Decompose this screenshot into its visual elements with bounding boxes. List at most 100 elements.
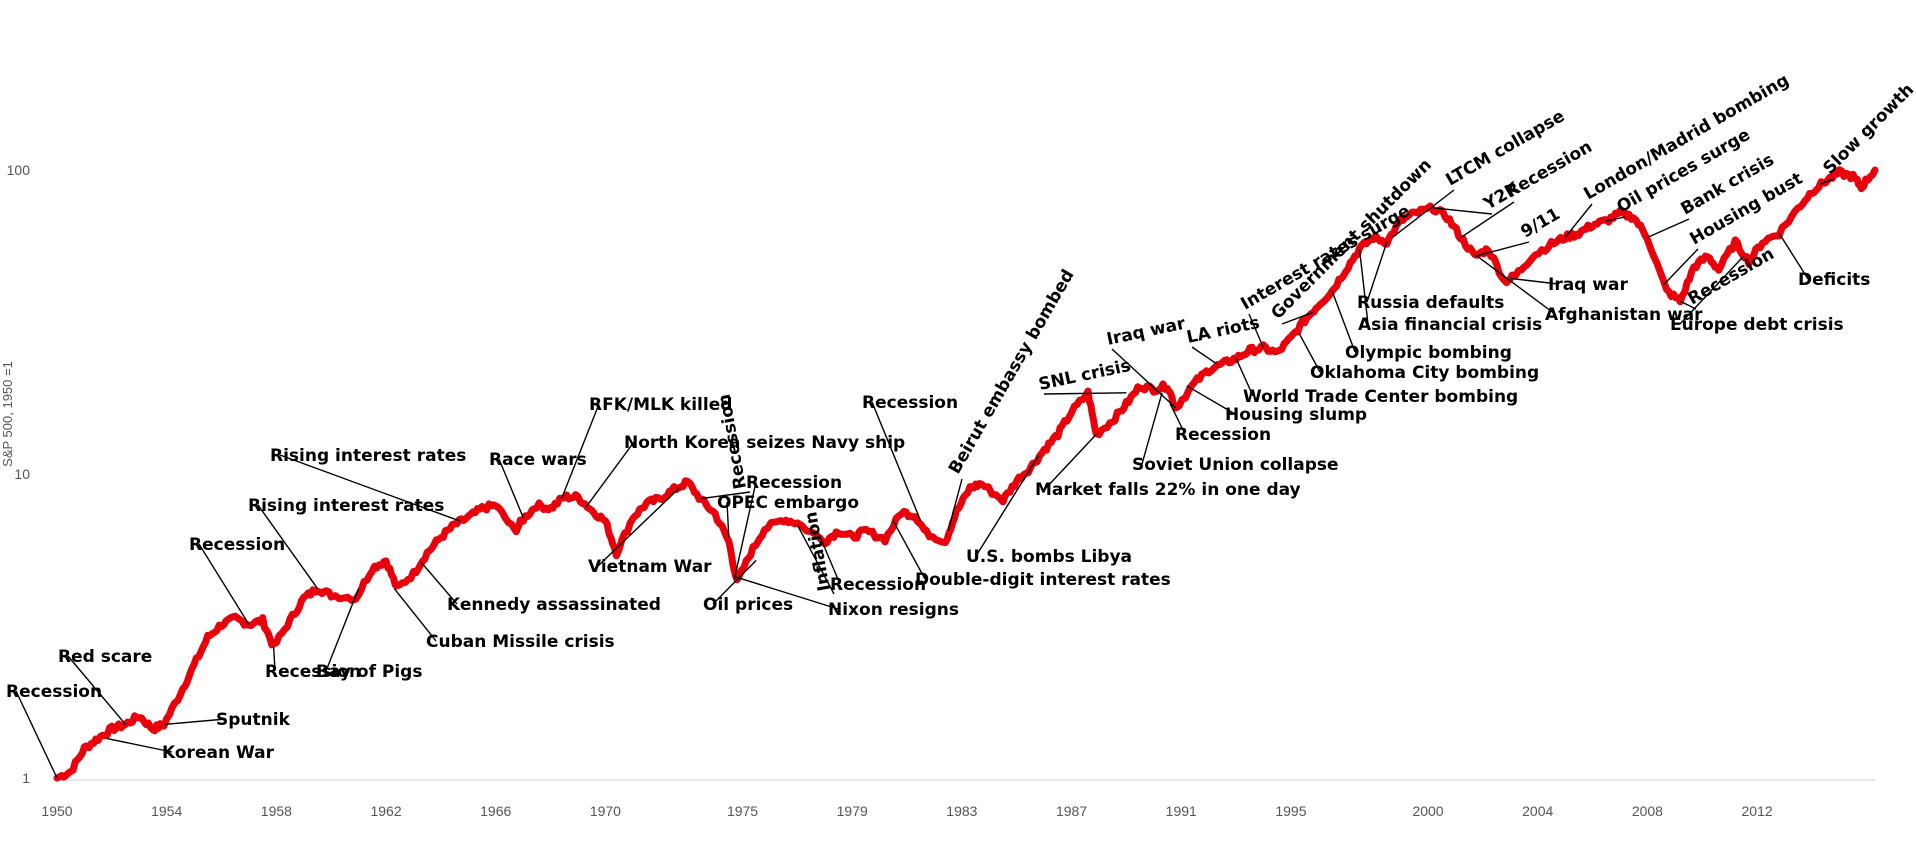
annotation-leader bbox=[1366, 241, 1388, 303]
annotation-leader bbox=[421, 562, 458, 605]
annotation-leader bbox=[585, 441, 635, 508]
annotation-label: Recession bbox=[1175, 425, 1271, 445]
annotation-leader bbox=[733, 481, 757, 580]
annotation-label: Oklahoma City bombing bbox=[1310, 363, 1539, 383]
annotation-label: Recession bbox=[830, 575, 926, 595]
x-tick-label: 1966 bbox=[480, 803, 511, 819]
y-tick-label: 1 bbox=[22, 770, 30, 786]
annotation-leader bbox=[892, 520, 926, 580]
x-tick-label: 1970 bbox=[590, 803, 621, 819]
annotation-leader bbox=[1111, 348, 1177, 409]
x-tick-label: 1958 bbox=[261, 803, 292, 819]
annotation-label: Olympic bombing bbox=[1345, 343, 1512, 363]
annotation-leader bbox=[106, 737, 173, 753]
x-tick-label: 2008 bbox=[1632, 803, 1663, 819]
annotation-label: Soviet Union collapse bbox=[1132, 455, 1339, 475]
annotation-leader bbox=[1606, 216, 1626, 222]
annotation-leader bbox=[325, 588, 360, 672]
annotation-leader bbox=[1281, 311, 1314, 325]
annotation-label: Recession bbox=[862, 393, 958, 413]
annotation-leader bbox=[1679, 255, 1744, 325]
annotation-leader bbox=[1460, 201, 1515, 239]
annotation-leader bbox=[975, 455, 1040, 557]
annotation-label: Afghanistan war bbox=[1545, 305, 1703, 325]
annotation-leader bbox=[1358, 248, 1369, 325]
x-tick-label: 1962 bbox=[370, 803, 401, 819]
x-tick-label: 1983 bbox=[946, 803, 977, 819]
x-tick-label: 1975 bbox=[727, 803, 758, 819]
annotation-leader bbox=[279, 454, 461, 522]
annotation-leader bbox=[67, 655, 127, 725]
annotation-label: Nixon resigns bbox=[828, 600, 959, 620]
annotation-leader bbox=[1191, 346, 1218, 365]
annotation-leader bbox=[272, 646, 276, 672]
series-line bbox=[53, 166, 1879, 782]
annotation-leader bbox=[1235, 358, 1254, 397]
annotation-leader bbox=[1476, 255, 1556, 315]
annotation-leader bbox=[1248, 313, 1265, 349]
annotation-leader bbox=[871, 401, 922, 522]
x-tick-label: 1979 bbox=[837, 803, 868, 819]
annotation-label: Rising interest rates bbox=[270, 446, 466, 466]
annotation-label: Iraq war bbox=[1105, 314, 1188, 350]
annotation-label: Recession bbox=[265, 662, 361, 682]
annotation-leader bbox=[498, 458, 524, 518]
annotation-label: Bay of Pigs bbox=[316, 662, 422, 682]
annotation-leader bbox=[1510, 277, 1559, 285]
annotation-leader bbox=[796, 524, 835, 595]
annotation-label: OPEC embargo bbox=[717, 493, 859, 513]
annotation-leader bbox=[1043, 392, 1127, 395]
annotation-label: Russia defaults bbox=[1357, 293, 1504, 313]
annotation-label: Asia financial crisis bbox=[1358, 315, 1542, 335]
annotation-leader bbox=[734, 575, 839, 610]
x-tick-label: 1995 bbox=[1275, 803, 1306, 819]
x-tick-label: 1950 bbox=[41, 803, 72, 819]
annotation-label: RFK/MLK killed bbox=[589, 395, 732, 415]
annotation-leader bbox=[257, 504, 319, 589]
x-tick-label: 2004 bbox=[1522, 803, 1553, 819]
annotation-label: Recession bbox=[746, 473, 842, 493]
annotation-label: Race wars bbox=[489, 450, 587, 470]
annotation-label: Recession bbox=[189, 535, 285, 555]
annotation-leader bbox=[1647, 218, 1690, 239]
annotation-leader bbox=[163, 718, 227, 726]
annotation-leader bbox=[818, 534, 841, 585]
annotation-leader bbox=[1474, 241, 1530, 258]
x-tick-label: 1954 bbox=[151, 803, 182, 819]
annotation-label: Red scare bbox=[58, 647, 152, 667]
annotation-label: Sputnik bbox=[216, 710, 291, 730]
annotation-label: Recession bbox=[1685, 244, 1778, 309]
axes: 1950 1954 1958 1962 1966 1970 1975 1979 1983 1987… bbox=[0, 162, 1875, 819]
annotation-leader bbox=[1298, 333, 1321, 373]
annotation-leader bbox=[1433, 207, 1493, 215]
annotation-leader bbox=[393, 588, 437, 642]
y-axis-label: S&P 500, 1950 =1 bbox=[0, 361, 15, 467]
annotation-leader bbox=[1331, 290, 1356, 353]
annotation-leader bbox=[198, 543, 250, 625]
annotation-label: Cuban Missile crisis bbox=[426, 632, 615, 652]
x-tick-label: 1991 bbox=[1166, 803, 1197, 819]
annotation-label: Slow growth bbox=[1819, 80, 1916, 179]
y-tick-label: 10 bbox=[14, 466, 30, 482]
annotation-label: Market falls 22% in one day bbox=[1035, 480, 1301, 500]
annotation-leader bbox=[1391, 189, 1455, 238]
annotation-label: LA riots bbox=[1185, 313, 1262, 348]
annotation-leader bbox=[947, 478, 963, 532]
annotation-leader bbox=[701, 491, 751, 500]
annotation-leader bbox=[726, 501, 730, 538]
annotation-label: North Korea seizes Navy ship bbox=[624, 433, 905, 453]
annotation-leader bbox=[1186, 385, 1236, 415]
annotation-label: SNL crisis bbox=[1037, 356, 1133, 395]
annotation-label: U.S. bombs Libya bbox=[966, 547, 1132, 567]
x-tick-label: 1987 bbox=[1056, 803, 1087, 819]
annotation-leader bbox=[597, 487, 680, 567]
annotation-leaders bbox=[15, 178, 1835, 779]
annotation-leader bbox=[1044, 433, 1097, 490]
annotation-leader bbox=[1680, 300, 1697, 310]
annotation-leader bbox=[1663, 248, 1699, 286]
annotation-label: Housing slump bbox=[1225, 405, 1367, 425]
annotation-label: World Trade Center bombing bbox=[1243, 387, 1518, 407]
y-tick-label: 100 bbox=[7, 162, 31, 178]
annotation-label: Korean War bbox=[162, 743, 275, 763]
